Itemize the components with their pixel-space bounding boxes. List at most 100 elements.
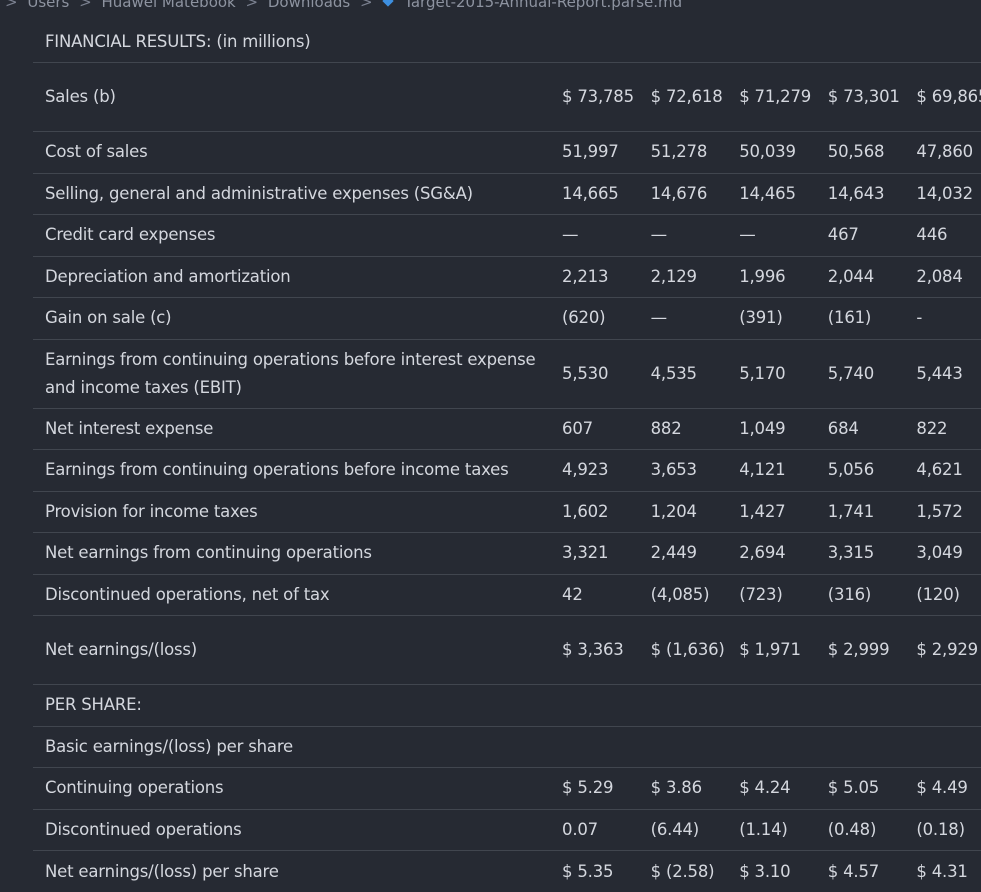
table-cell: 2,213 [550,256,639,298]
table-cell: 882 [639,408,728,450]
table-cell: 2,084 [904,256,981,298]
table-cell: 0.07 [550,809,639,851]
table-cell: 14,665 [550,173,639,215]
row-label: Provision for income taxes [33,491,550,533]
breadcrumb-item-downloads[interactable]: Downloads [268,0,350,11]
table-cell: 3,315 [816,533,905,575]
table-cell [816,685,905,727]
row-label: Net earnings/(loss) per share [33,851,550,892]
row-label: Net interest expense [33,408,550,450]
table-cell: (316) [816,574,905,616]
table-cell: $ (1,636) [639,616,728,685]
table-cell: 1,996 [727,256,816,298]
table-cell [816,21,905,63]
table-row: Net earnings/(loss) per share$ 5.35$ (2.… [33,851,981,892]
table-cell: (161) [816,298,905,340]
table-cell: 5,056 [816,450,905,492]
table-cell: $ 3.86 [639,768,728,810]
table-row: PER SHARE: [33,685,981,727]
table-cell [639,21,728,63]
table-cell: 5,740 [816,339,905,408]
table-cell: 4,923 [550,450,639,492]
table-cell: 1,602 [550,491,639,533]
table-cell: 2,044 [816,256,905,298]
table-cell: $ 73,301 [816,63,905,132]
table-row: Gain on sale (c)(620)—(391)(161)- [33,298,981,340]
table-cell: $ 4.49 [904,768,981,810]
table-cell [727,685,816,727]
table-cell: (391) [727,298,816,340]
breadcrumb-item-huawei-matebook[interactable]: Huawei Matebook [102,0,236,11]
table-cell: 3,049 [904,533,981,575]
table-cell: $ 1,971 [727,616,816,685]
row-label: PER SHARE: [33,685,550,727]
table-row: Selling, general and administrative expe… [33,173,981,215]
row-label: Selling, general and administrative expe… [33,173,550,215]
table-cell: 1,204 [639,491,728,533]
table-cell: $ 5.35 [550,851,639,892]
table-cell: 467 [816,215,905,257]
row-label: Depreciation and amortization [33,256,550,298]
table-cell: 3,653 [639,450,728,492]
table-cell: $ 73,785 [550,63,639,132]
row-label: Basic earnings/(loss) per share [33,726,550,768]
table-row: Net earnings/(loss)$ 3,363$ (1,636)$ 1,9… [33,616,981,685]
chevron-right-icon: > [5,0,18,11]
table-row: Earnings from continuing operations befo… [33,450,981,492]
table-cell [904,726,981,768]
table-cell: (4,085) [639,574,728,616]
table-cell: 14,676 [639,173,728,215]
table-cell: $ 3,363 [550,616,639,685]
table-row: Earnings from continuing operations befo… [33,339,981,408]
table-row: Continuing operations$ 5.29$ 3.86$ 4.24$… [33,768,981,810]
table-cell: 50,568 [816,132,905,174]
table-cell [550,685,639,727]
table-cell: 446 [904,215,981,257]
row-label: Gain on sale (c) [33,298,550,340]
table-cell: 1,572 [904,491,981,533]
table-cell: 42 [550,574,639,616]
table-cell: 4,121 [727,450,816,492]
financial-table-container: FINANCIAL RESULTS: (in millions)Sales (b… [33,21,981,892]
table-cell: 2,129 [639,256,728,298]
table-cell: $ 4.31 [904,851,981,892]
table-cell: (0.48) [816,809,905,851]
table-cell: 684 [816,408,905,450]
row-label: FINANCIAL RESULTS: (in millions) [33,21,550,63]
table-cell [727,21,816,63]
table-row: Sales (b)$ 73,785$ 72,618$ 71,279$ 73,30… [33,63,981,132]
markdown-file-icon [383,0,394,7]
table-cell [816,726,905,768]
breadcrumb: > Users > Huawei Matebook > Downloads > … [0,0,981,13]
breadcrumb-item-file[interactable]: Target-2015-Annual-Report.parse.md [404,0,682,11]
table-cell: — [639,298,728,340]
table-cell [550,21,639,63]
table-cell [639,685,728,727]
table-cell: - [904,298,981,340]
table-cell: (1.14) [727,809,816,851]
row-label: Net earnings/(loss) [33,616,550,685]
table-cell: 14,465 [727,173,816,215]
row-label: Discontinued operations, net of tax [33,574,550,616]
table-cell [550,726,639,768]
table-cell: $ 3.10 [727,851,816,892]
table-cell: — [550,215,639,257]
table-cell: $ 5.29 [550,768,639,810]
table-cell: 1,049 [727,408,816,450]
table-row: Basic earnings/(loss) per share [33,726,981,768]
breadcrumb-item-users[interactable]: Users [27,0,69,11]
table-body: FINANCIAL RESULTS: (in millions)Sales (b… [33,21,981,892]
row-label: Net earnings from continuing operations [33,533,550,575]
table-cell: $ 2,999 [816,616,905,685]
table-cell: 51,278 [639,132,728,174]
table-cell [727,726,816,768]
table-cell: 2,449 [639,533,728,575]
table-cell [904,21,981,63]
table-cell: 1,427 [727,491,816,533]
table-cell: 51,997 [550,132,639,174]
chevron-right-icon: > [79,0,92,11]
table-cell [639,726,728,768]
table-cell: — [639,215,728,257]
